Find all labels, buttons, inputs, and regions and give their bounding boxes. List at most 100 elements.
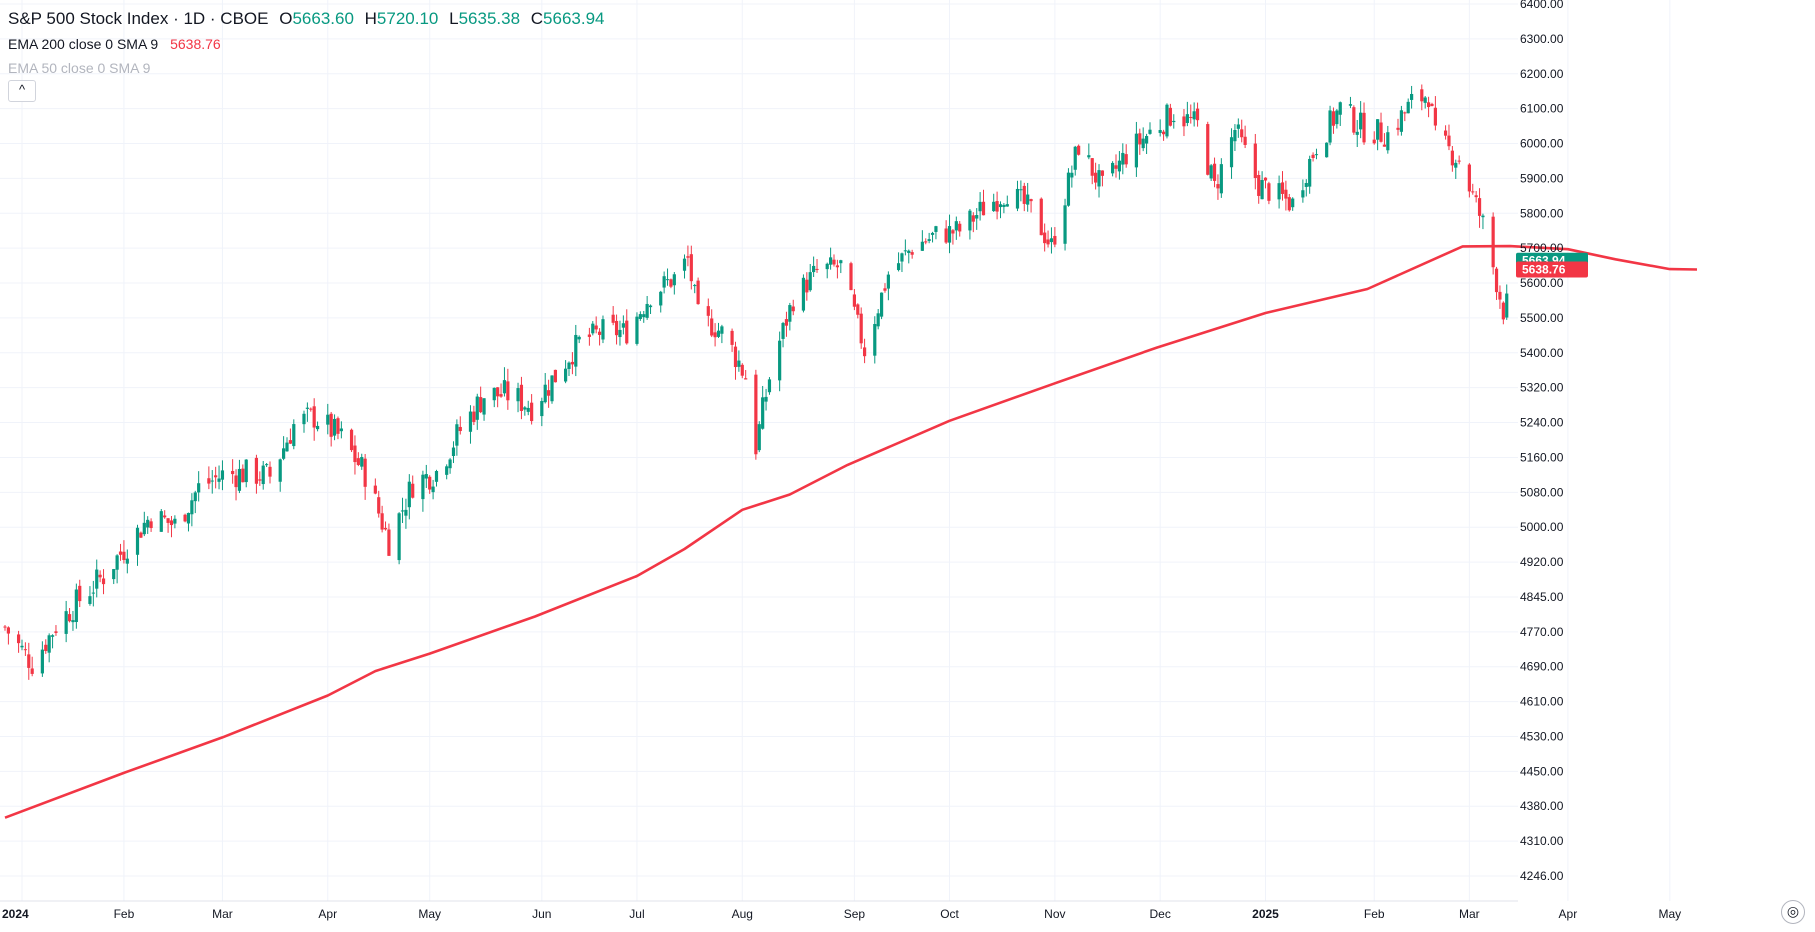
candle[interactable] bbox=[740, 363, 744, 379]
candle[interactable] bbox=[71, 610, 75, 631]
candle[interactable] bbox=[445, 464, 449, 480]
candle[interactable] bbox=[1148, 122, 1152, 135]
candle[interactable] bbox=[482, 398, 486, 421]
candle[interactable] bbox=[669, 278, 673, 289]
candle[interactable] bbox=[862, 338, 867, 364]
candle[interactable] bbox=[1474, 191, 1478, 203]
candle[interactable] bbox=[859, 307, 863, 349]
candle[interactable] bbox=[1471, 183, 1475, 195]
candle[interactable] bbox=[1049, 227, 1054, 254]
candle[interactable] bbox=[526, 400, 530, 416]
candle[interactable] bbox=[883, 283, 887, 293]
candle[interactable] bbox=[907, 249, 911, 264]
candle[interactable] bbox=[1362, 102, 1366, 145]
ema200-name[interactable]: EMA 200 close 0 SMA 9 bbox=[8, 36, 159, 52]
candle[interactable] bbox=[217, 465, 221, 490]
candle[interactable] bbox=[278, 458, 282, 492]
candle[interactable] bbox=[190, 493, 194, 527]
candle[interactable] bbox=[356, 452, 360, 467]
candle[interactable] bbox=[1386, 125, 1390, 154]
candle[interactable] bbox=[207, 466, 211, 490]
candle[interactable] bbox=[662, 271, 666, 294]
candle[interactable] bbox=[1328, 105, 1332, 146]
candle[interactable] bbox=[1443, 125, 1448, 140]
candle[interactable] bbox=[451, 441, 456, 464]
candle[interactable] bbox=[1066, 168, 1071, 207]
candle[interactable] bbox=[733, 341, 738, 380]
candle[interactable] bbox=[958, 221, 962, 237]
candle[interactable] bbox=[1121, 143, 1125, 175]
candle[interactable] bbox=[1382, 133, 1387, 147]
candle[interactable] bbox=[849, 261, 853, 291]
candle[interactable] bbox=[947, 214, 952, 254]
candle[interactable] bbox=[618, 320, 622, 346]
candle[interactable] bbox=[173, 515, 177, 529]
candle[interactable] bbox=[95, 559, 99, 598]
candle[interactable] bbox=[1240, 119, 1244, 143]
candle[interactable] bbox=[1097, 164, 1101, 198]
candle[interactable] bbox=[1396, 118, 1400, 136]
candle[interactable] bbox=[764, 388, 768, 411]
candle[interactable] bbox=[995, 191, 999, 220]
chart-settings-button[interactable]: ◎ bbox=[1781, 900, 1805, 924]
candle[interactable] bbox=[288, 428, 292, 445]
candle[interactable] bbox=[468, 405, 473, 444]
candle[interactable] bbox=[1165, 103, 1169, 139]
candle[interactable] bbox=[944, 220, 948, 244]
candle[interactable] bbox=[163, 510, 167, 519]
candle[interactable] bbox=[930, 231, 935, 243]
candle[interactable] bbox=[1454, 159, 1458, 179]
candle[interactable] bbox=[302, 410, 306, 433]
candle[interactable] bbox=[686, 245, 690, 267]
candle[interactable] bbox=[377, 490, 381, 518]
candle[interactable] bbox=[1002, 203, 1006, 214]
candle[interactable] bbox=[570, 352, 574, 375]
candle[interactable] bbox=[998, 201, 1003, 219]
candle[interactable] bbox=[20, 639, 24, 651]
candle[interactable] bbox=[1331, 107, 1336, 134]
candle[interactable] bbox=[23, 642, 27, 656]
candle[interactable] bbox=[1287, 193, 1291, 212]
candle[interactable] bbox=[1124, 144, 1128, 168]
candle[interactable] bbox=[1257, 170, 1261, 204]
candle[interactable] bbox=[1111, 161, 1115, 177]
candle[interactable] bbox=[516, 382, 520, 413]
candle[interactable] bbox=[1195, 102, 1200, 127]
candle[interactable] bbox=[856, 303, 860, 319]
candle[interactable] bbox=[696, 277, 700, 305]
candle[interactable] bbox=[315, 421, 320, 432]
candle[interactable] bbox=[1267, 181, 1271, 205]
candle[interactable] bbox=[1352, 105, 1356, 135]
candle[interactable] bbox=[971, 212, 975, 233]
candle[interactable] bbox=[1144, 133, 1149, 155]
candle[interactable] bbox=[1087, 143, 1091, 160]
candle[interactable] bbox=[519, 376, 524, 420]
candle[interactable] bbox=[1253, 133, 1257, 190]
ema50-legend-row[interactable]: EMA 50 close 0 SMA 9 bbox=[8, 56, 605, 80]
candle[interactable] bbox=[968, 208, 972, 240]
candle[interactable] bbox=[815, 259, 819, 273]
candle[interactable] bbox=[1505, 284, 1509, 320]
candle[interactable] bbox=[597, 328, 602, 346]
candle[interactable] bbox=[146, 516, 150, 534]
collapse-legend-button[interactable]: ^ bbox=[8, 80, 36, 102]
candle[interactable] bbox=[234, 469, 238, 501]
candle[interactable] bbox=[1314, 148, 1319, 160]
candle[interactable] bbox=[1172, 114, 1176, 129]
candle[interactable] bbox=[567, 361, 571, 376]
candle[interactable] bbox=[332, 414, 337, 441]
candle[interactable] bbox=[601, 315, 605, 344]
candle[interactable] bbox=[778, 331, 782, 392]
candle[interactable] bbox=[166, 518, 170, 533]
candle[interactable] bbox=[193, 490, 197, 514]
candle[interactable] bbox=[1229, 128, 1234, 179]
candle[interactable] bbox=[1182, 108, 1186, 137]
candle[interactable] bbox=[353, 435, 357, 475]
candle[interactable] bbox=[1433, 96, 1437, 131]
candle[interactable] bbox=[183, 513, 187, 523]
candle[interactable] bbox=[1260, 171, 1264, 200]
candle[interactable] bbox=[1348, 96, 1353, 109]
candle[interactable] bbox=[876, 309, 880, 330]
